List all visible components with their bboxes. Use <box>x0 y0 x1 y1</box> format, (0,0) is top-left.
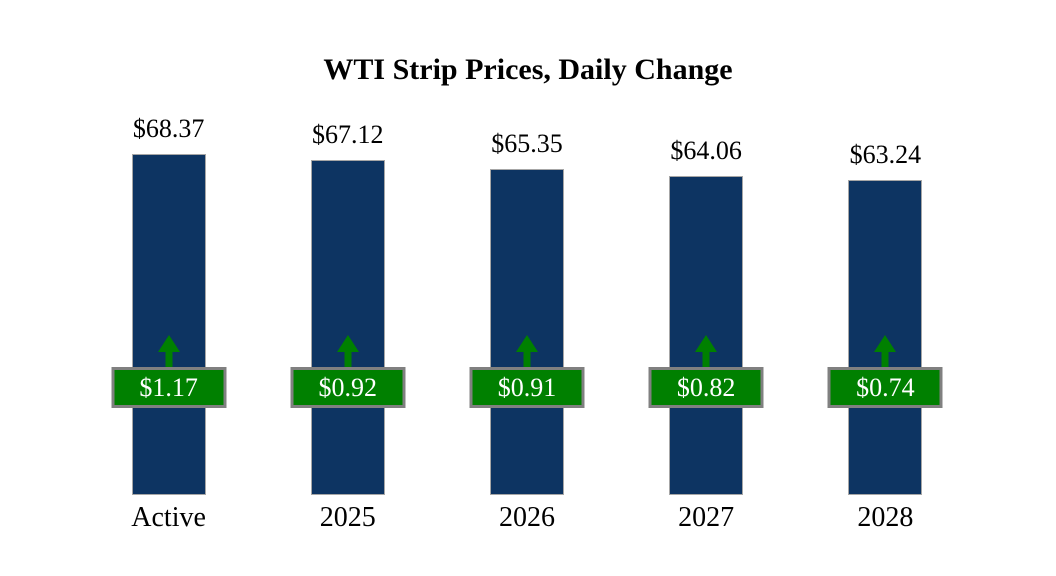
plot-area: $68.37 $1.17 Active $67.12 $0.92 2025 $6… <box>79 0 975 533</box>
bar-group-2026: $65.35 $0.91 2026 <box>437 0 616 533</box>
daily-change-badge: $0.82 <box>648 367 764 408</box>
category-label: 2027 <box>678 502 735 533</box>
daily-change-badge: $0.74 <box>827 367 943 408</box>
price-label: $65.35 <box>491 129 563 159</box>
up-arrow-icon <box>336 335 359 367</box>
category-label: Active <box>131 502 206 533</box>
bar-group-active: $68.37 $1.17 Active <box>79 0 258 533</box>
up-arrow-icon <box>157 335 180 367</box>
up-arrow-icon <box>695 335 718 367</box>
daily-change-value: $0.82 <box>676 373 736 402</box>
price-label: $64.06 <box>670 135 742 165</box>
price-label: $68.37 <box>132 114 205 144</box>
bar-group-2027: $64.06 $0.82 2027 <box>617 0 796 533</box>
chart-title: WTI Strip Prices, Daily Change <box>323 53 733 86</box>
price-bar <box>489 169 564 495</box>
up-arrow-icon <box>515 335 538 367</box>
price-bar <box>131 154 206 495</box>
price-label: $63.24 <box>849 139 922 169</box>
bar-group-2025: $67.12 $0.92 2025 <box>258 0 437 533</box>
category-label: 2025 <box>319 502 376 533</box>
daily-change-value: $1.17 <box>139 373 198 402</box>
up-arrow-icon <box>874 335 897 367</box>
daily-change-badge: $0.91 <box>469 367 585 408</box>
bar-group-2028: $63.24 $0.74 2028 <box>796 0 975 533</box>
category-label: 2026 <box>498 502 555 533</box>
price-label: $67.12 <box>312 120 384 150</box>
daily-change-value: $0.92 <box>318 373 378 402</box>
daily-change-value: $0.91 <box>497 373 557 402</box>
daily-change-badge: $0.92 <box>290 367 406 408</box>
category-label: 2028 <box>857 502 914 533</box>
price-bar <box>310 160 385 495</box>
daily-change-value: $0.74 <box>856 373 915 402</box>
daily-change-badge: $1.17 <box>111 367 227 408</box>
